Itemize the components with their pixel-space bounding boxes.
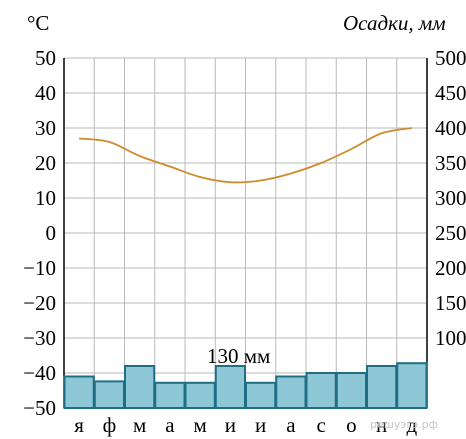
temperature-tick-label: 20 bbox=[35, 151, 56, 175]
precipitation-bars bbox=[63, 362, 428, 410]
temperature-tick-label: −40 bbox=[23, 361, 56, 385]
month-label: д bbox=[407, 413, 418, 437]
precipitation-tick-label: 300 bbox=[435, 186, 466, 210]
precipitation-bar bbox=[184, 381, 216, 409]
precipitation-annotation: 130 мм bbox=[207, 344, 270, 368]
precipitation-bar bbox=[93, 380, 125, 409]
month-label: а bbox=[165, 413, 175, 437]
precipitation-tick-label: 400 bbox=[435, 116, 466, 140]
precipitation-bar bbox=[275, 375, 307, 409]
temperature-axis: 50 40 30 20 10 0 −10 −20 −30 −40 −50 bbox=[23, 46, 56, 420]
temperature-tick-label: −30 bbox=[23, 326, 56, 350]
precipitation-bar bbox=[214, 365, 246, 409]
watermark: решуэгэ.рф bbox=[370, 418, 438, 431]
precipitation-tick-label: 150 bbox=[435, 291, 466, 315]
temperature-tick-label: 10 bbox=[35, 186, 56, 210]
precipitation-tick-label: 350 bbox=[435, 151, 466, 175]
precipitation-bar bbox=[366, 365, 398, 409]
month-label: с bbox=[316, 413, 325, 437]
month-label: и bbox=[255, 413, 266, 437]
precipitation-tick-label: 250 bbox=[435, 221, 466, 245]
precipitation-tick-label: 500 bbox=[435, 46, 466, 70]
month-label: н bbox=[376, 413, 387, 437]
month-label: а bbox=[286, 413, 296, 437]
month-label: о bbox=[346, 413, 357, 437]
temperature-tick-label: −50 bbox=[23, 396, 56, 420]
precipitation-tick-label: 450 bbox=[435, 81, 466, 105]
precipitation-tick-label: 100 bbox=[435, 326, 466, 350]
precipitation-bar bbox=[305, 372, 337, 409]
temperature-tick-label: 30 bbox=[35, 116, 56, 140]
precipitation-unit-label: Осадки, мм bbox=[343, 11, 446, 35]
precipitation-bar bbox=[124, 365, 156, 409]
precipitation-bar bbox=[63, 375, 95, 409]
month-label: м bbox=[193, 413, 206, 437]
precipitation-axis: 500 450 400 350 300 250 200 150 100 bbox=[435, 46, 466, 350]
temperature-line bbox=[79, 127, 413, 184]
month-label: ф bbox=[103, 413, 117, 437]
precipitation-tick-label: 200 bbox=[435, 256, 466, 280]
temperature-tick-label: 50 bbox=[35, 46, 56, 70]
temperature-unit-label: °C bbox=[27, 11, 49, 35]
precipitation-bar bbox=[396, 362, 428, 410]
temperature-tick-label: −10 bbox=[23, 256, 56, 280]
month-label: и bbox=[225, 413, 236, 437]
temperature-tick-label: 40 bbox=[35, 81, 56, 105]
precipitation-bar bbox=[245, 381, 277, 409]
temperature-tick-label: −20 bbox=[23, 291, 56, 315]
month-label: м bbox=[133, 413, 146, 437]
month-label: я bbox=[74, 413, 84, 437]
precipitation-bar bbox=[335, 372, 367, 409]
precipitation-bar bbox=[154, 381, 186, 409]
temperature-line-group bbox=[79, 127, 413, 184]
temperature-tick-label: 0 bbox=[46, 221, 57, 245]
